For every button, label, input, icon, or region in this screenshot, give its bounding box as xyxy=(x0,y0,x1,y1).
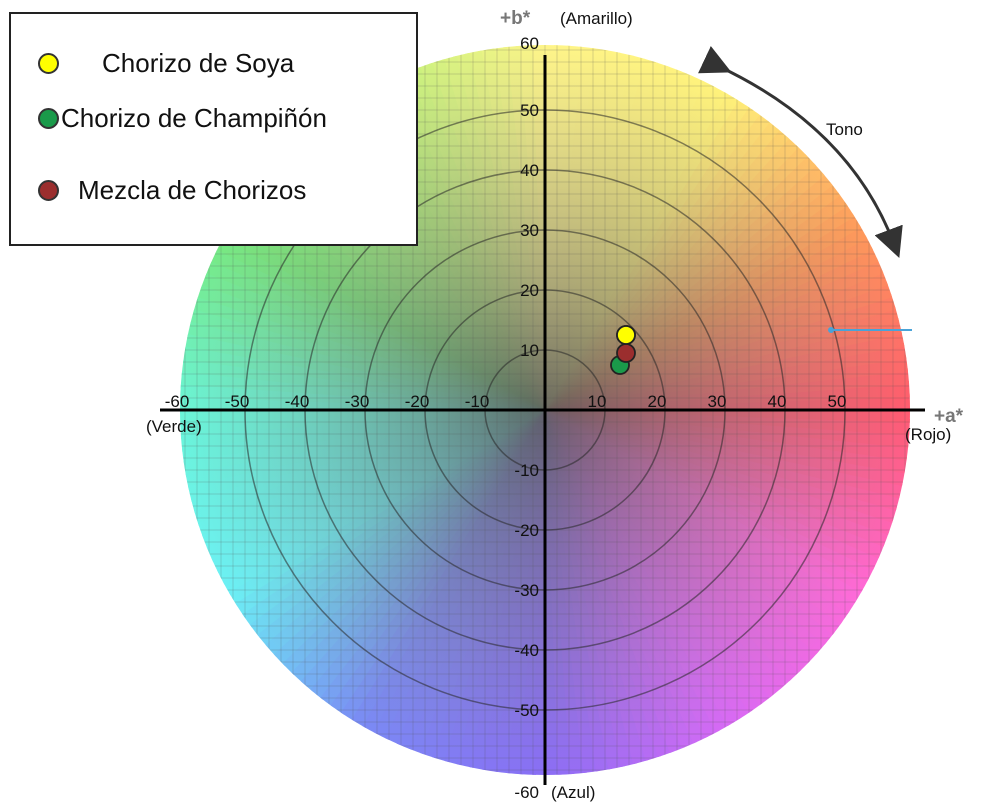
legend-marker-green xyxy=(38,107,59,129)
y-tick-label: 30 xyxy=(520,221,539,240)
y-tick-label: -40 xyxy=(514,641,539,660)
y-axis-bottom-label: (Azul) xyxy=(551,783,595,802)
data-points xyxy=(610,325,636,375)
data-point-soya xyxy=(616,325,636,345)
x-axis-left-label: (Verde) xyxy=(146,417,202,436)
y-tick-label: -10 xyxy=(514,461,539,480)
legend-item-soya: Chorizo de Soya xyxy=(11,46,294,80)
y-tick-label: -60 xyxy=(514,783,539,802)
x-tick-label: -10 xyxy=(465,392,490,411)
legend-label: Chorizo de Champiñón xyxy=(61,102,327,133)
legend-item-mezcla: Mezcla de Chorizos xyxy=(11,173,306,207)
x-tick-label: 20 xyxy=(648,392,667,411)
y-axis-symbol: +b* xyxy=(500,8,531,29)
hue-arrow xyxy=(698,46,903,259)
x-tick-label: 30 xyxy=(708,392,727,411)
hue-label: Tono xyxy=(826,120,863,139)
y-tick-label: 60 xyxy=(520,34,539,53)
y-tick-label: 10 xyxy=(520,341,539,360)
legend-marker-brown xyxy=(38,179,59,201)
x-tick-label: 50 xyxy=(828,392,847,411)
x-tick-label: -30 xyxy=(345,392,370,411)
tick-labels: -60 -50 -40 -30 -20 -10 10 20 30 40 50 60 50 40 30 20 10… xyxy=(165,34,847,802)
x-tick-label: -50 xyxy=(225,392,250,411)
legend: Chorizo de Soya Chorizo de Champiñón Mez… xyxy=(9,12,418,246)
data-point xyxy=(616,343,636,363)
x-axis-right-label: (Rojo) xyxy=(905,425,951,444)
x-tick-label: -20 xyxy=(405,392,430,411)
legend-label: Mezcla de Chorizos xyxy=(78,174,307,205)
y-tick-label: 50 xyxy=(520,101,539,120)
x-tick-label: 10 xyxy=(588,392,607,411)
y-tick-label: -30 xyxy=(514,581,539,600)
x-tick-label: -60 xyxy=(165,392,190,411)
y-axis-top-label: (Amarillo) xyxy=(560,9,633,28)
legend-item-champinon: Chorizo de Champiñón xyxy=(11,101,327,135)
legend-marker-yellow xyxy=(38,52,59,74)
hue-pointer-dot xyxy=(828,327,834,333)
y-tick-label: -50 xyxy=(514,701,539,720)
y-tick-label: 40 xyxy=(520,161,539,180)
axes xyxy=(160,55,925,785)
x-tick-label: 40 xyxy=(768,392,787,411)
x-tick-label: -40 xyxy=(285,392,310,411)
legend-label: Chorizo de Soya xyxy=(102,47,295,78)
x-axis-symbol: +a* xyxy=(934,406,964,427)
y-tick-label: -20 xyxy=(514,521,539,540)
y-tick-label: 20 xyxy=(520,281,539,300)
